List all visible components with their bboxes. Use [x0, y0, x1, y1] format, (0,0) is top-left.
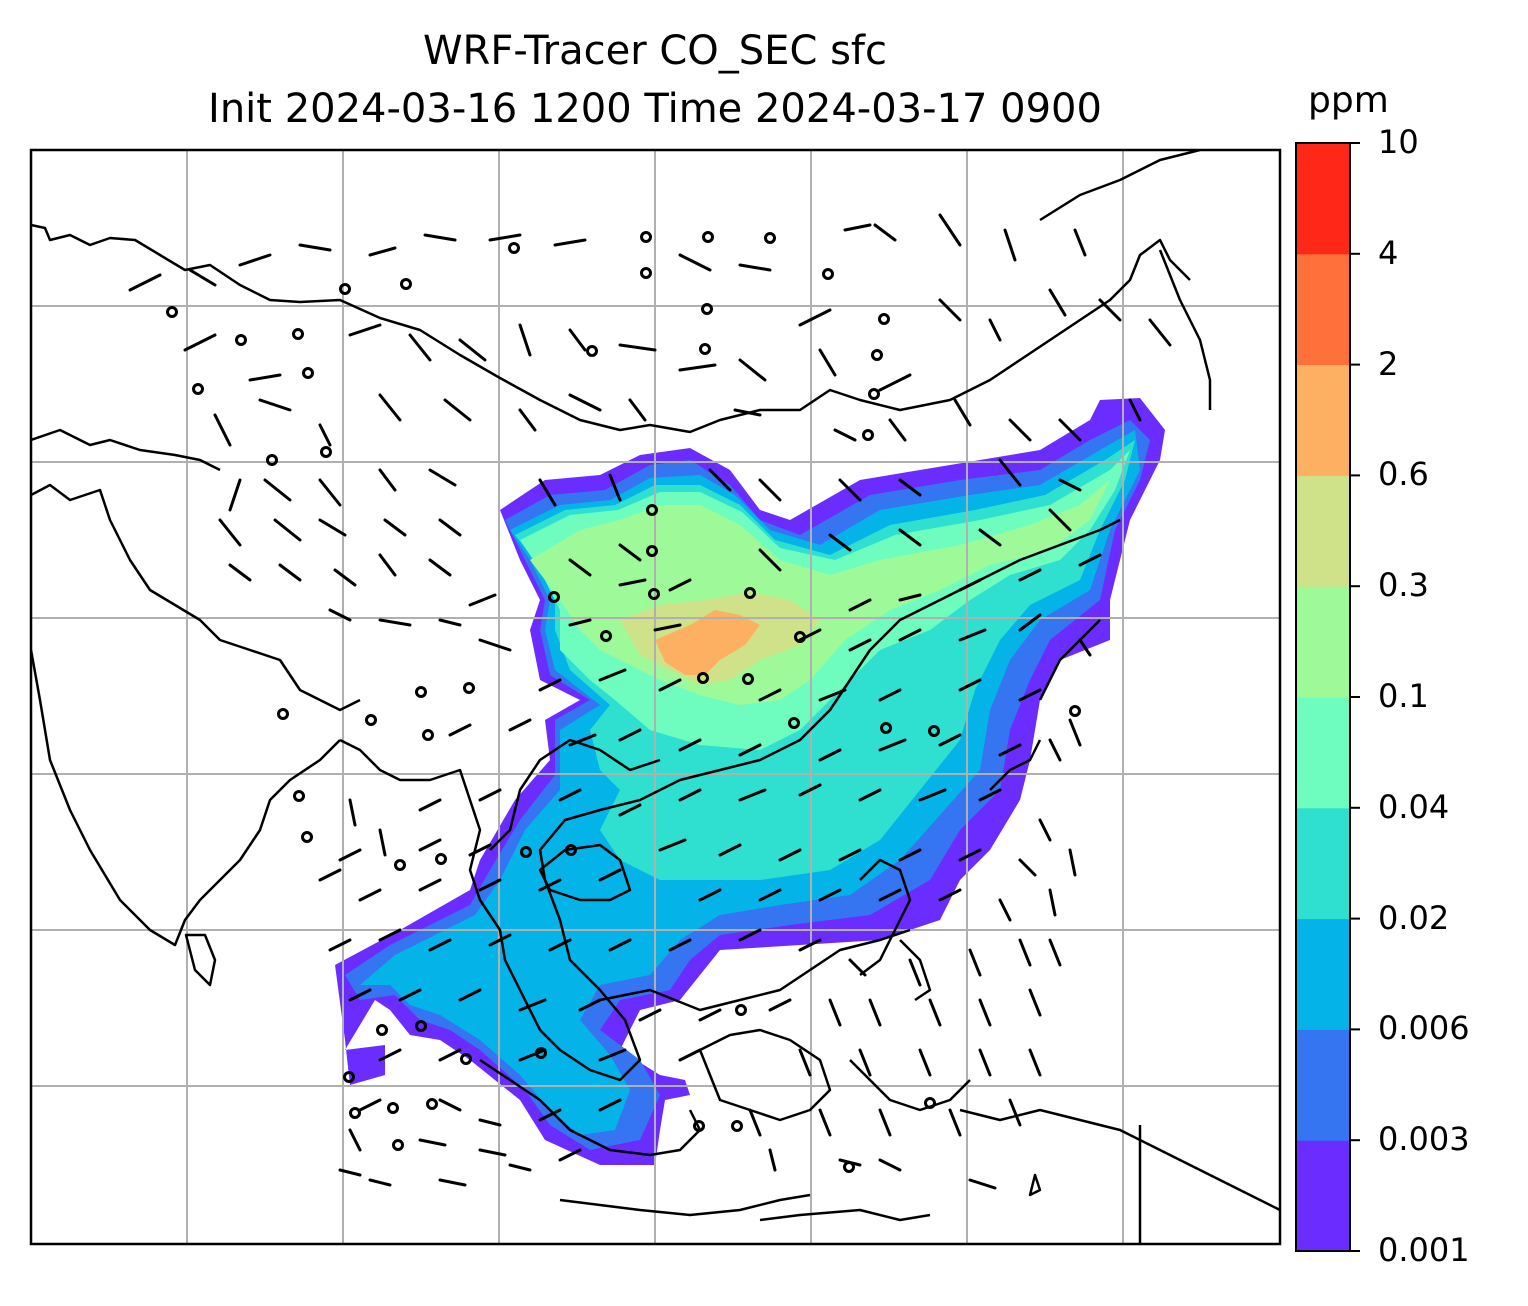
- colorbar-segment: [1296, 143, 1350, 255]
- colorbar-segment: [1296, 1029, 1350, 1141]
- colorbar-unit-label: ppm: [1308, 80, 1389, 121]
- plume-level-06: [655, 610, 760, 675]
- colorbar-segment: [1296, 253, 1350, 366]
- colorbar-tick-label: 0.02: [1378, 898, 1450, 937]
- colorbar-tick-label: 4: [1378, 233, 1399, 272]
- colorbar-tick-label: 0.1: [1378, 677, 1429, 715]
- colorbar-tick-label: 0.6: [1378, 455, 1429, 494]
- colorbar-tick-label: 0.001: [1378, 1231, 1470, 1269]
- colorbar-segment: [1296, 918, 1350, 1030]
- colorbar-tick-label: 0.3: [1378, 566, 1429, 605]
- map-title-line1: WRF-Tracer CO_SEC sfc: [422, 28, 888, 74]
- colorbar-segment: [1296, 586, 1350, 698]
- colorbar-segment: [1296, 697, 1350, 809]
- colorbar-tick-label: 10: [1378, 123, 1419, 161]
- colorbar-segment: [1296, 1140, 1350, 1252]
- coastlines-and-borders: [31, 150, 1280, 1244]
- colorbar-tick-label: 2: [1378, 344, 1399, 383]
- co-concentration-field: [335, 398, 1165, 1165]
- wind-barbs: [128, 213, 1172, 1190]
- colorbar-segment: [1296, 364, 1350, 476]
- colorbar-segment: [1296, 807, 1350, 920]
- calm-wind-markers: [166, 231, 1081, 1173]
- colorbar-tick-label: 0.006: [1378, 1009, 1470, 1048]
- colorbar-tick-label: 0.003: [1378, 1120, 1470, 1159]
- colorbar: [1295, 142, 1360, 1252]
- colorbar-segment: [1296, 475, 1350, 587]
- map-gridlines: [31, 150, 1280, 1244]
- colorbar-tick-label: 0.04: [1378, 787, 1450, 826]
- map-title-line2: Init 2024-03-16 1200 Time 2024-03-17 090…: [208, 86, 1102, 132]
- map-frame: [29, 148, 1282, 1246]
